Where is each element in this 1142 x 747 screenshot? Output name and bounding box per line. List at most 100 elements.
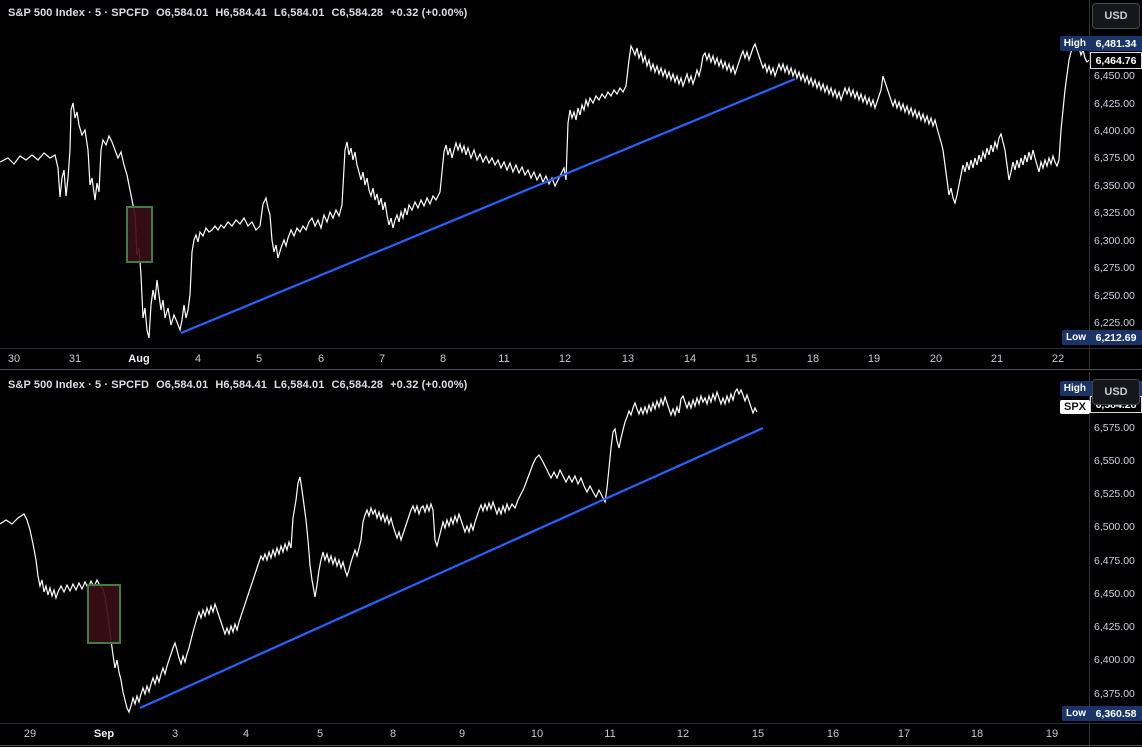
ohlc-low: L6,584.01	[274, 7, 325, 19]
time-tick-label: 9	[458, 728, 466, 740]
currency-toggle-button[interactable]: USD	[1092, 379, 1140, 405]
time-tick-label: 12	[676, 728, 690, 740]
price-tick-label: 6,300.00	[1094, 235, 1135, 247]
price-tick-label: 6,550.00	[1094, 455, 1135, 467]
time-tick-label: 10	[530, 728, 544, 740]
time-tick-label: 3	[171, 728, 179, 740]
trendline-drawing[interactable]	[139, 426, 764, 710]
time-axis[interactable]: 29 Sep 3 4 5 8 9 10 11 12 15 16 17 18 19	[0, 723, 1089, 745]
chart-panel-top: S&P 500 Index · 5 · SPCFD O6,584.01 H6,584…	[0, 0, 1142, 370]
price-tick-label: 6,350.00	[1094, 180, 1135, 192]
symbol-title[interactable]: S&P 500 Index · 5 · SPCFD	[8, 7, 150, 19]
price-tick-label: 6,575.00	[1094, 422, 1135, 434]
price-tick-label: 6,450.00	[1094, 70, 1135, 82]
price-axis-border	[1089, 372, 1090, 747]
price-tick-label: 6,275.00	[1094, 262, 1135, 274]
low-badge-value: 6,212.69	[1090, 330, 1142, 345]
time-tick-label: 29	[23, 728, 37, 740]
time-tick-month-label: Aug	[128, 353, 150, 365]
symbol-info-bar[interactable]: S&P 500 Index · 5 · SPCFD O6,584.01 H6,584…	[8, 7, 474, 19]
time-tick-label: 8	[439, 353, 447, 365]
time-tick-label: 4	[242, 728, 250, 740]
price-tick-label: 6,250.00	[1094, 290, 1135, 302]
time-tick-label: 20	[929, 353, 943, 365]
ohlc-close: C6,584.28	[331, 7, 384, 19]
panel-bottom-border	[0, 745, 1142, 746]
price-axis[interactable]: USD High 6,481.34 6,464.76 6,450.00 6,425.…	[1059, 0, 1142, 370]
price-tick-label: 6,500.00	[1094, 521, 1135, 533]
trendline-drawing[interactable]	[180, 77, 796, 335]
low-badge: Low 6,212.69	[1062, 330, 1142, 345]
ohlc-close: C6,584.28	[331, 379, 384, 391]
price-tick-label: 6,525.00	[1094, 488, 1135, 500]
ohlc-open: O6,584.01	[156, 379, 209, 391]
time-tick-label: 21	[990, 353, 1004, 365]
chart-panel-bottom: S&P 500 Index · 5 · SPCFD O6,584.01 H6,584…	[0, 372, 1142, 747]
time-tick-label: 4	[194, 353, 202, 365]
time-axis[interactable]: 30 31 Aug 4 5 6 7 8 11 12 13 14 15 18 19 20 21 22	[0, 348, 1089, 370]
price-tick-label: 6,325.00	[1094, 207, 1135, 219]
time-tick-label: 12	[558, 353, 572, 365]
low-badge: Low 6,360.58	[1062, 706, 1142, 721]
high-badge: High 6,481.34	[1059, 36, 1142, 51]
ohlc-high: H6,584.41	[215, 379, 268, 391]
ohlc-high: H6,584.41	[215, 7, 268, 19]
price-tick-label: 6,375.00	[1094, 152, 1135, 164]
ohlc-low: L6,584.01	[274, 379, 325, 391]
price-tick-label: 6,425.00	[1094, 621, 1135, 633]
time-tick-label: 6	[317, 353, 325, 365]
time-tick-label: 5	[316, 728, 324, 740]
price-tick-label: 6,425.00	[1094, 98, 1135, 110]
change-value: +0.32 (+0.00%)	[390, 7, 468, 19]
time-tick-month-label: Sep	[93, 728, 115, 740]
low-badge-value: 6,360.58	[1090, 706, 1142, 721]
time-tick-label: 22	[1051, 353, 1065, 365]
high-badge-label: High	[1059, 381, 1090, 396]
price-tick-label: 6,450.00	[1094, 588, 1135, 600]
plot-axis-divider	[0, 348, 1142, 349]
price-axis-border	[1089, 0, 1090, 370]
time-tick-label: 13	[621, 353, 635, 365]
symbol-axis-label: SPX	[1059, 400, 1090, 414]
ohlc-open: O6,584.01	[156, 7, 209, 19]
box-annotation-drawing[interactable]	[126, 206, 153, 263]
time-tick-label: 19	[1045, 728, 1059, 740]
low-badge-label: Low	[1062, 706, 1090, 721]
time-tick-label: 11	[498, 353, 510, 365]
time-tick-label: 18	[970, 728, 984, 740]
price-tick-label: 6,400.00	[1094, 654, 1135, 666]
time-tick-label: 14	[683, 353, 697, 365]
time-tick-label: 30	[7, 353, 21, 365]
price-chart	[0, 42, 1089, 339]
time-tick-label: 17	[897, 728, 911, 740]
time-tick-label: 15	[751, 728, 765, 740]
price-tick-label: 6,475.00	[1094, 555, 1135, 567]
price-line	[0, 387, 758, 714]
change-value: +0.32 (+0.00%)	[390, 379, 468, 391]
plot-axis-divider	[0, 723, 1142, 724]
time-tick-label: 5	[255, 353, 263, 365]
price-tick-label: 6,400.00	[1094, 125, 1135, 137]
price-chart	[0, 387, 764, 714]
price-line	[0, 42, 1089, 339]
time-tick-label: 7	[378, 353, 386, 365]
time-tick-label: 15	[744, 353, 758, 365]
time-tick-label: 8	[389, 728, 397, 740]
high-badge-value: 6,481.34	[1090, 36, 1142, 51]
high-badge-label: High	[1059, 36, 1090, 51]
time-tick-label: 11	[604, 728, 616, 740]
price-tick-label: 6,225.00	[1094, 317, 1135, 329]
currency-toggle-button[interactable]: USD	[1092, 3, 1140, 29]
time-tick-label: 18	[806, 353, 820, 365]
symbol-info-bar[interactable]: S&P 500 Index · 5 · SPCFD O6,584.01 H6,584…	[8, 379, 474, 391]
panel-divider[interactable]	[0, 369, 1142, 370]
time-tick-label: 19	[867, 353, 881, 365]
price-tick-label: 6,375.00	[1094, 688, 1135, 700]
time-tick-label: 16	[826, 728, 840, 740]
box-annotation-drawing[interactable]	[87, 584, 121, 644]
symbol-title[interactable]: S&P 500 Index · 5 · SPCFD	[8, 379, 150, 391]
last-price-label: 6,464.76	[1090, 52, 1142, 69]
time-tick-label: 31	[68, 353, 82, 365]
